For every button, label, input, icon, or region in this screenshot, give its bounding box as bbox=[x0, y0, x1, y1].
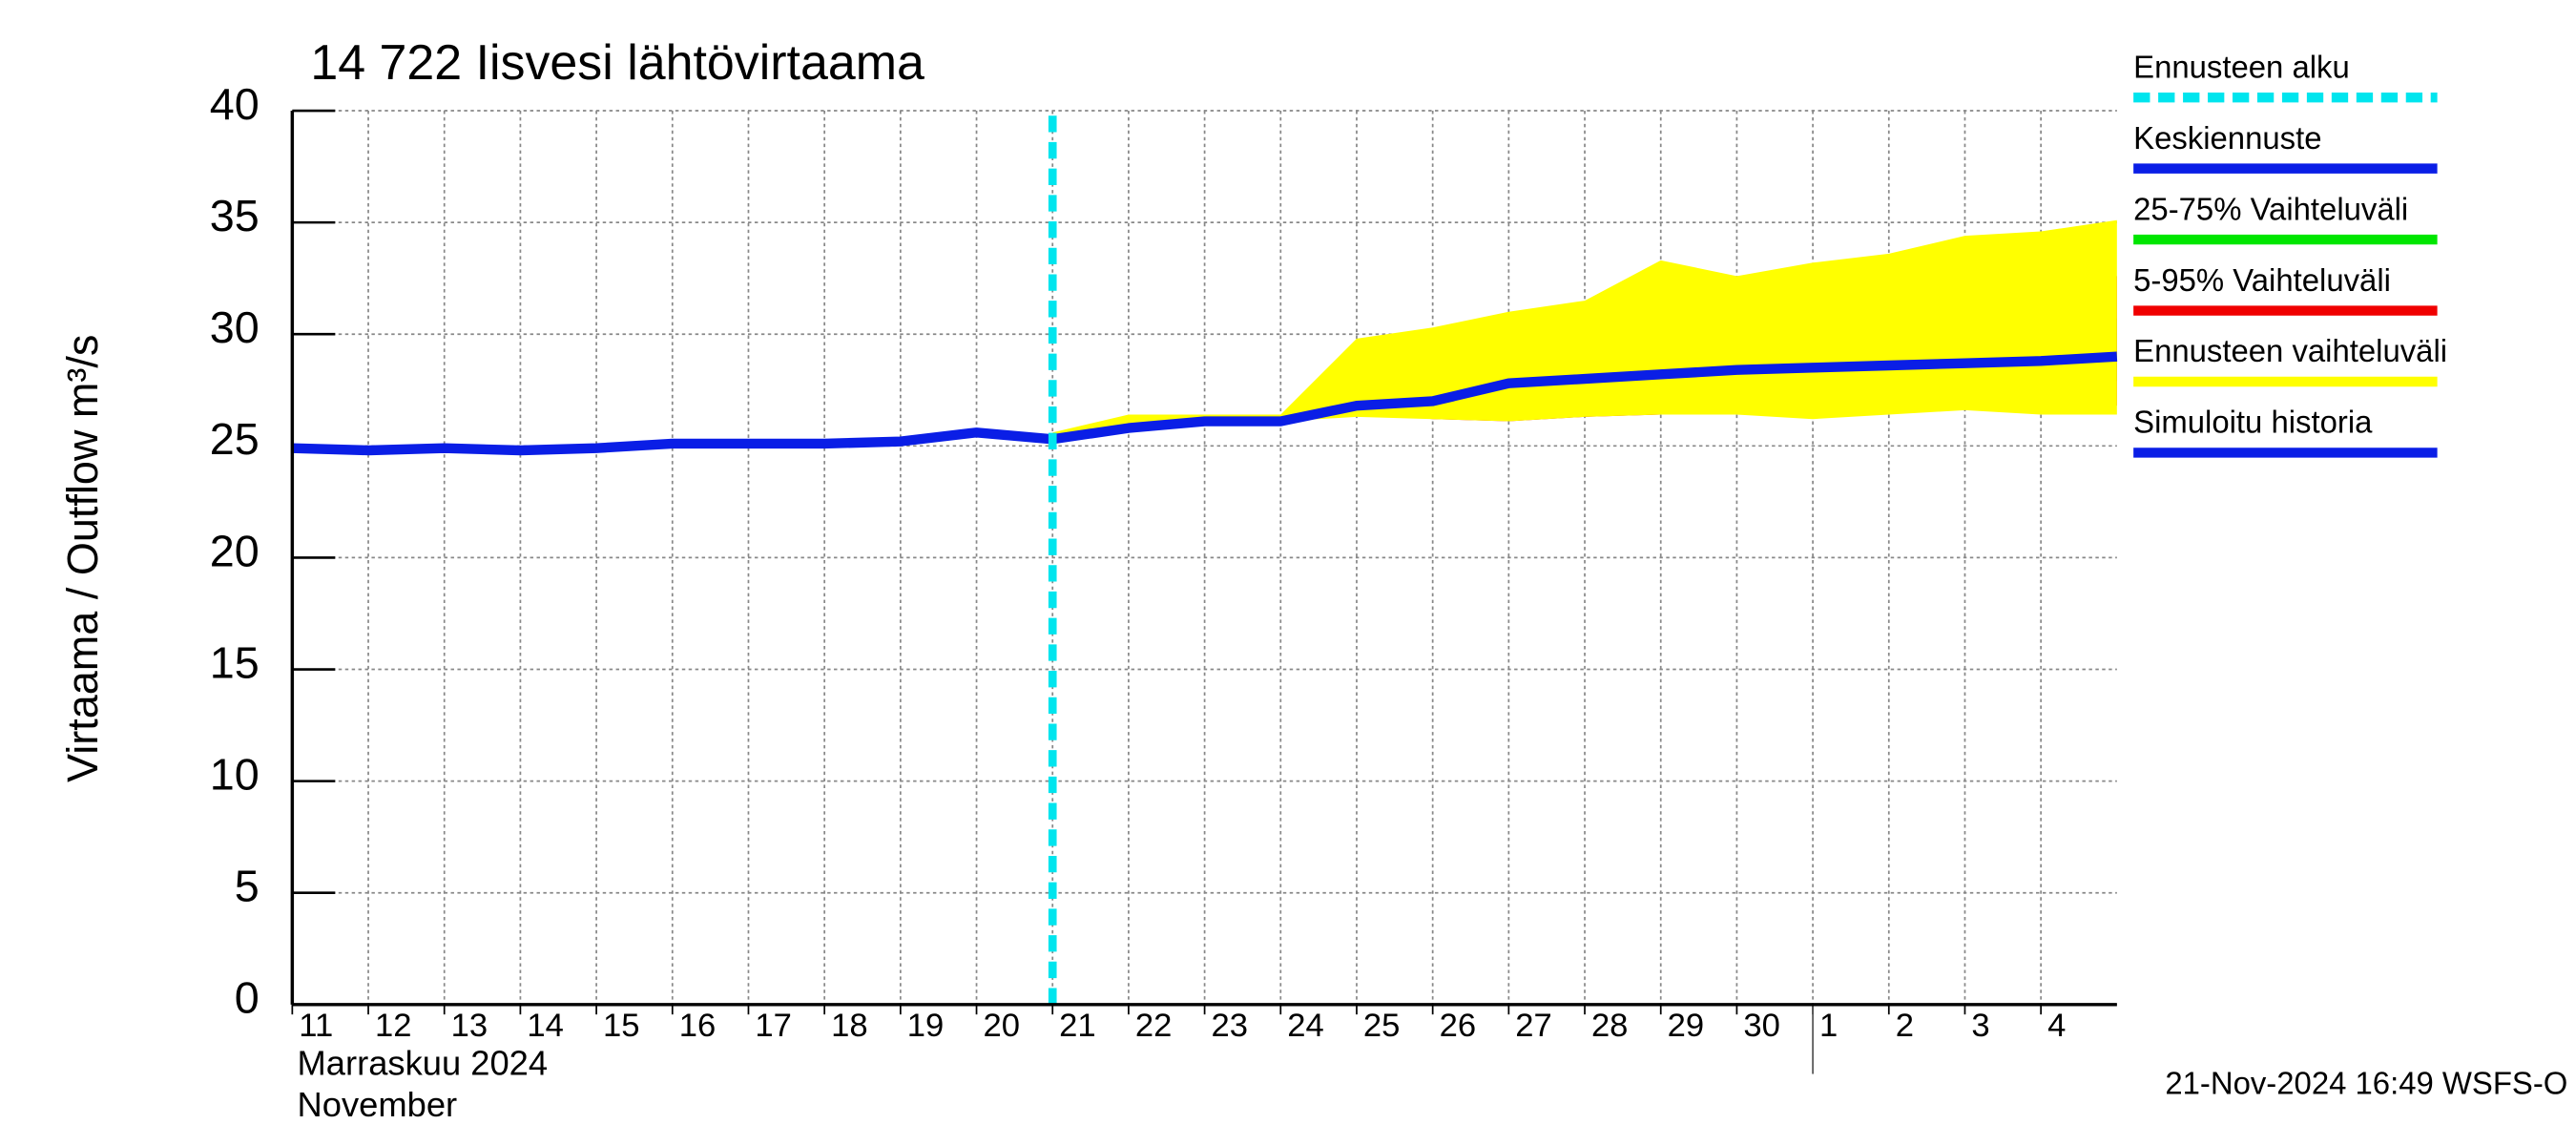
y-tick-label: 10 bbox=[210, 749, 260, 799]
x-tick-label: 21 bbox=[1059, 1008, 1095, 1044]
x-axis-label-en: November bbox=[298, 1085, 458, 1124]
legend-label: Keskiennuste bbox=[2133, 120, 2321, 156]
x-tick-label: 15 bbox=[603, 1008, 639, 1044]
y-tick-label: 5 bbox=[235, 862, 260, 911]
legend-label: Simuloitu historia bbox=[2133, 405, 2373, 440]
legend-label: 25-75% Vaihteluväli bbox=[2133, 191, 2408, 226]
y-tick-label: 40 bbox=[210, 79, 260, 129]
legend-label: Ennusteen alku bbox=[2133, 49, 2350, 84]
x-tick-label: 24 bbox=[1287, 1008, 1323, 1044]
y-tick-label: 30 bbox=[210, 302, 260, 352]
y-tick-label: 35 bbox=[210, 191, 260, 240]
legend-label: Ennusteen vaihteluväli bbox=[2133, 333, 2447, 368]
x-tick-label: 25 bbox=[1363, 1008, 1400, 1044]
x-tick-label: 13 bbox=[451, 1008, 488, 1044]
y-tick-label: 0 bbox=[235, 973, 260, 1023]
x-tick-label: 11 bbox=[299, 1008, 333, 1044]
footer: 21-Nov-2024 16:49 WSFS-O bbox=[2165, 1065, 2567, 1100]
x-tick-label: 27 bbox=[1515, 1008, 1551, 1044]
x-tick-label: 30 bbox=[1743, 1008, 1779, 1044]
x-tick-label: 29 bbox=[1668, 1008, 1704, 1044]
y-tick-label: 25 bbox=[210, 414, 260, 464]
x-tick-label: 4 bbox=[2047, 1008, 2066, 1044]
x-tick-label: 18 bbox=[831, 1008, 867, 1044]
x-tick-label: 20 bbox=[983, 1008, 1019, 1044]
y-tick-label: 20 bbox=[210, 526, 260, 575]
x-tick-label: 1 bbox=[1819, 1008, 1838, 1044]
x-tick-label: 19 bbox=[907, 1008, 944, 1044]
x-tick-label: 22 bbox=[1135, 1008, 1172, 1044]
x-tick-label: 17 bbox=[755, 1008, 791, 1044]
x-tick-label: 28 bbox=[1591, 1008, 1628, 1044]
chart-title: 14 722 Iisvesi lähtövirtaama bbox=[310, 35, 924, 91]
x-axis-label: Marraskuu 2024 bbox=[298, 1043, 549, 1082]
x-tick-label: 2 bbox=[1896, 1008, 1914, 1044]
x-tick-label: 12 bbox=[375, 1008, 411, 1044]
series-line bbox=[1051, 351, 2118, 445]
x-tick-label: 14 bbox=[527, 1008, 563, 1044]
x-tick-label: 3 bbox=[1971, 1008, 1989, 1044]
legend-label: 5-95% Vaihteluväli bbox=[2133, 262, 2391, 298]
x-tick-label: 26 bbox=[1440, 1008, 1476, 1044]
series-line bbox=[292, 427, 1053, 456]
x-tick-label: 23 bbox=[1212, 1008, 1248, 1044]
x-tick-label: 16 bbox=[679, 1008, 716, 1044]
y-tick-label: 15 bbox=[210, 637, 260, 687]
band bbox=[1052, 219, 2117, 440]
y-axis-label: Virtaama / Outflow m³/s bbox=[58, 335, 107, 782]
